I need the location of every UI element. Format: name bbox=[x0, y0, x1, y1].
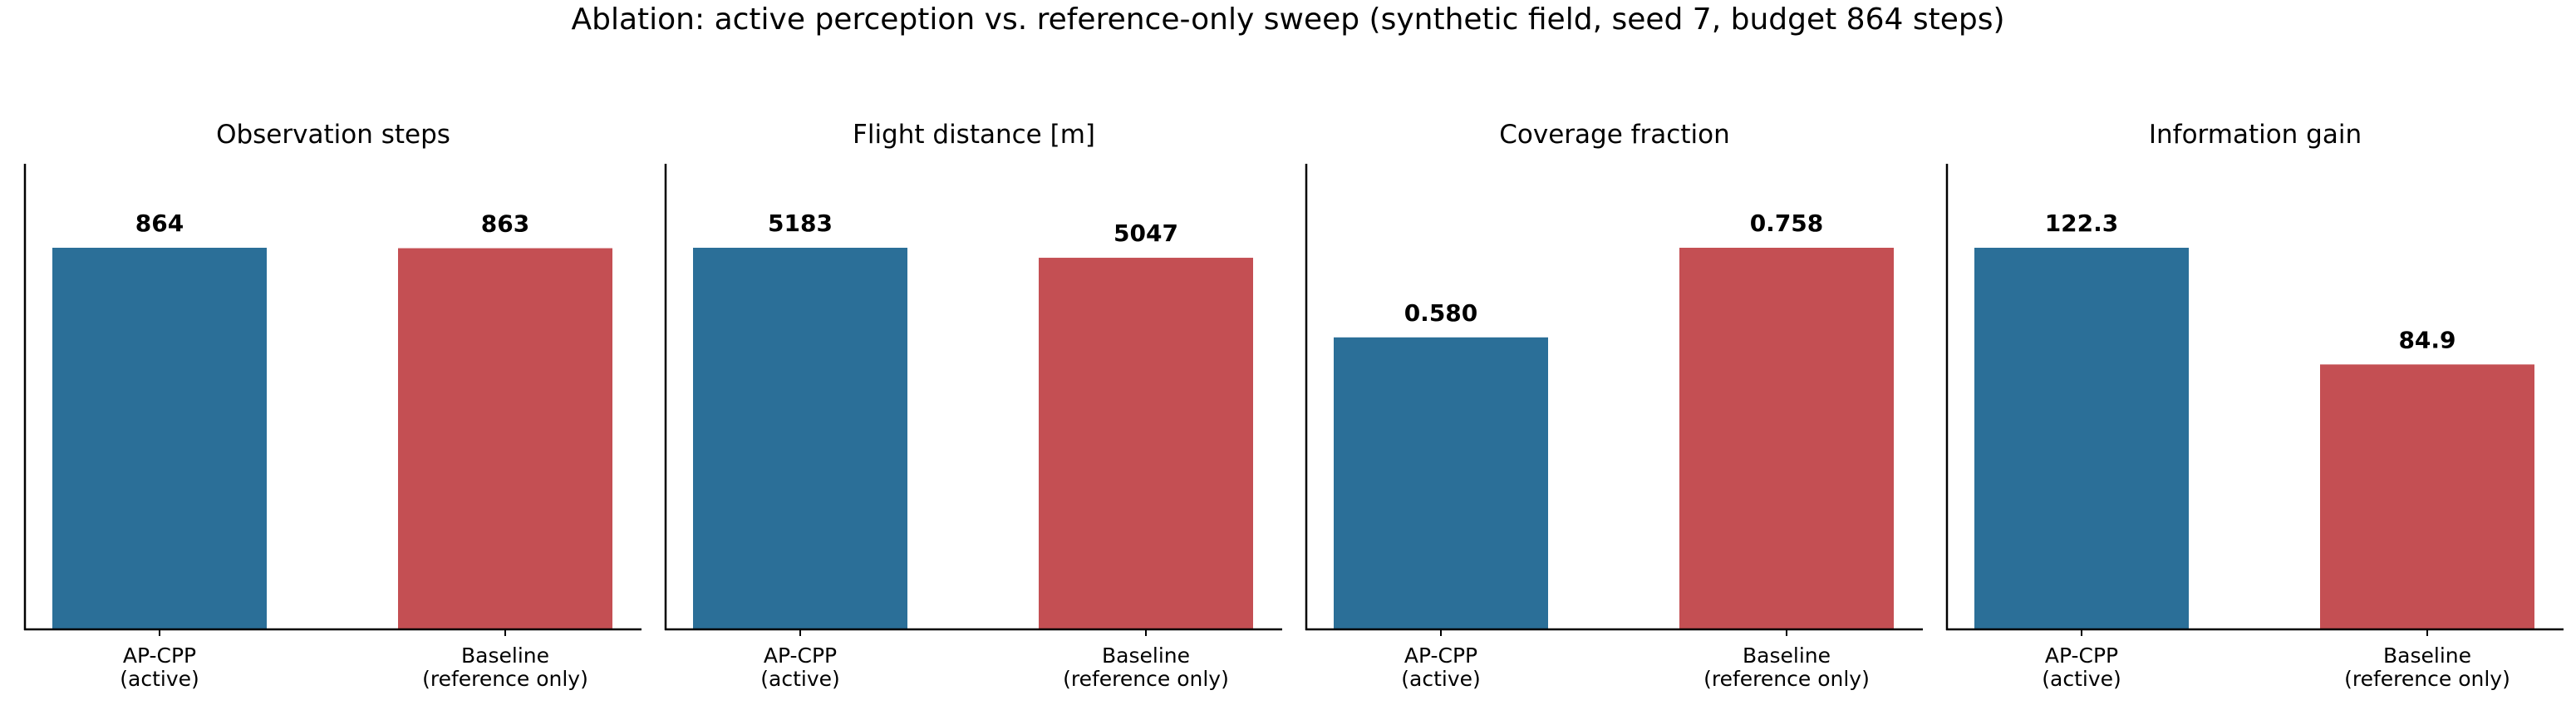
bar-baseline bbox=[1679, 248, 1894, 629]
x-tick-label: Baseline (reference only) bbox=[1703, 644, 1870, 691]
panel-2: Flight distance [m] 5183 AP-CPP (active) 504… bbox=[664, 120, 1282, 691]
x-tick-label: AP-CPP (active) bbox=[120, 644, 199, 691]
bar-ap-cpp bbox=[693, 248, 907, 629]
panel-4: Information gain 122.3 AP-CPP (active) 84.9 B… bbox=[1945, 120, 2564, 691]
panel-3: Coverage fraction 0.580 AP-CPP (active) 0.75… bbox=[1305, 120, 1923, 691]
bar-ap-cpp bbox=[1334, 337, 1548, 629]
bar-baseline bbox=[2320, 364, 2534, 629]
bar-ap-cpp bbox=[1974, 248, 2189, 629]
value-label: 864 bbox=[135, 210, 184, 237]
bar-baseline bbox=[1039, 258, 1253, 629]
figure-title: Ablation: active perception vs. referenc… bbox=[572, 2, 2005, 37]
panel-title: Information gain bbox=[2149, 120, 2362, 150]
bar-ap-cpp bbox=[52, 248, 267, 629]
value-label: 0.580 bbox=[1404, 299, 1478, 327]
x-tick-label: AP-CPP (active) bbox=[1401, 644, 1481, 691]
x-tick-label: AP-CPP (active) bbox=[2042, 644, 2121, 691]
value-label: 5183 bbox=[768, 210, 833, 237]
value-label: 84.9 bbox=[2398, 326, 2456, 353]
x-tick-label: Baseline (reference only) bbox=[422, 644, 588, 691]
panels: Observation steps 864 AP-CPP (active) 863 Bas… bbox=[23, 120, 2564, 691]
value-label: 122.3 bbox=[2045, 210, 2119, 237]
panel-title: Coverage fraction bbox=[1499, 120, 1729, 150]
value-label: 5047 bbox=[1113, 219, 1178, 247]
value-label: 863 bbox=[481, 210, 529, 238]
x-tick-label: Baseline (reference only) bbox=[2344, 644, 2510, 691]
panel-title: Observation steps bbox=[216, 120, 450, 150]
bar-baseline bbox=[398, 248, 612, 629]
x-tick-label: AP-CPP (active) bbox=[760, 644, 840, 691]
x-tick-label: Baseline (reference only) bbox=[1063, 644, 1229, 691]
panel-1: Observation steps 864 AP-CPP (active) 863 Bas… bbox=[23, 120, 642, 691]
panel-title: Flight distance [m] bbox=[853, 120, 1095, 150]
value-label: 0.758 bbox=[1750, 210, 1824, 237]
